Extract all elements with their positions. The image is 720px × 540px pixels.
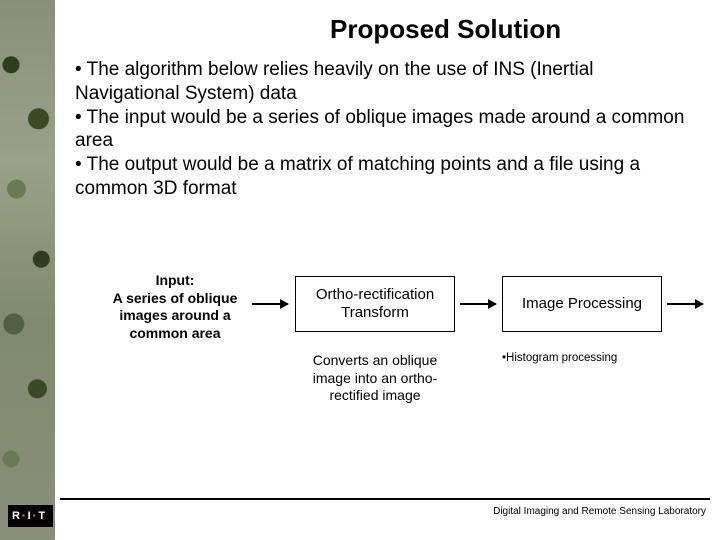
- slide: Proposed Solution • The algorithm below …: [0, 0, 720, 540]
- flow-box-subtext: Converts an oblique image into an ortho-…: [295, 352, 455, 405]
- bullet-text: The algorithm below relies heavily on th…: [75, 59, 594, 104]
- bullet-item: • The output would be a matrix of matchi…: [75, 153, 695, 201]
- bullet-list: • The algorithm below relies heavily on …: [75, 58, 695, 201]
- footer-text: Digital Imaging and Remote Sensing Labor…: [493, 506, 706, 517]
- rit-logo: R·I·T: [8, 505, 53, 527]
- flow-sub-item: Histogram processing: [506, 352, 617, 364]
- bullet-text: The output would be a matrix of matching…: [75, 154, 640, 199]
- page-title: Proposed Solution: [330, 14, 561, 45]
- arrow-icon: [252, 303, 288, 305]
- footer-divider: [60, 498, 710, 500]
- arrow-icon: [460, 303, 496, 305]
- flow-box-ortho: Ortho-rectification Transform: [295, 276, 455, 332]
- bullet-item: • The algorithm below relies heavily on …: [75, 58, 695, 106]
- flow-input-node: Input:A series of oblique images around …: [100, 272, 250, 342]
- logo-dot-icon: ·: [32, 507, 37, 523]
- arrow-icon: [667, 303, 703, 305]
- flow-box-sublist: •Histogram processing: [502, 352, 677, 366]
- bullet-item: • The input would be a series of oblique…: [75, 106, 695, 154]
- flow-box-label: Ortho-rectification Transform: [296, 286, 454, 322]
- flow-box-label: Image Processing: [522, 295, 642, 313]
- logo-dot-icon: ·: [21, 507, 26, 523]
- flow-box-image-processing: Image Processing: [502, 276, 662, 332]
- aerial-photo-strip: [0, 0, 55, 540]
- flow-input-label: Input:A series of oblique images around …: [113, 272, 238, 341]
- bullet-text: The input would be a series of oblique i…: [75, 107, 684, 152]
